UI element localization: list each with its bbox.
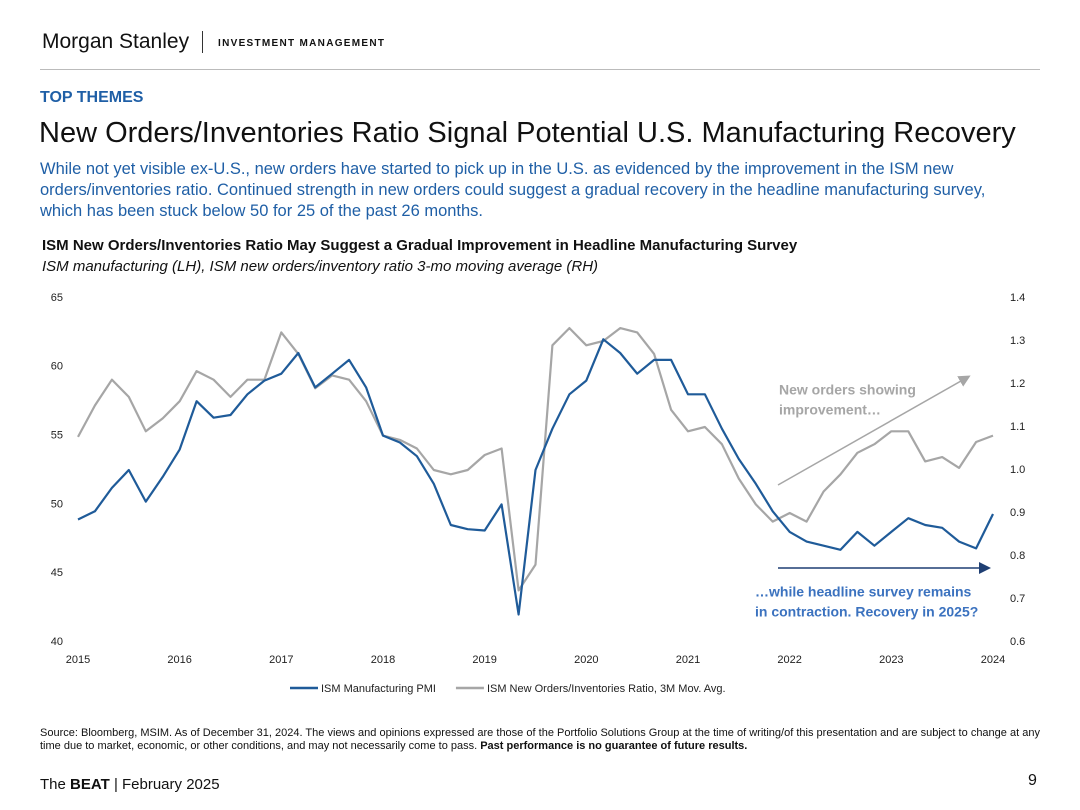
headline: New Orders/Inventories Ratio Signal Pote… <box>39 117 1016 149</box>
x-tick-label: 2015 <box>66 654 90 666</box>
publication: The BEAT | February 2025 <box>40 776 220 793</box>
x-tick-label: 2021 <box>676 654 700 666</box>
pub-suffix: | February 2025 <box>113 776 220 793</box>
y2-tick-label: 0.8 <box>1010 550 1025 562</box>
annotation: improvement… <box>779 402 881 418</box>
y-tick-label: 45 <box>51 567 63 579</box>
series-line <box>77 327 994 592</box>
legend-label: ISM Manufacturing PMI <box>321 683 436 695</box>
x-tick-label: 2019 <box>472 654 496 666</box>
source-text: Source: Bloomberg, MSIM. As of December … <box>40 727 1040 752</box>
y2-tick-label: 1.4 <box>1010 292 1025 304</box>
y-tick-label: 55 <box>51 430 63 442</box>
series-line <box>77 338 994 616</box>
divider <box>202 31 203 53</box>
brand: Morgan Stanley <box>42 30 190 53</box>
y2-tick-label: 1.1 <box>1010 421 1025 433</box>
y2-tick-label: 0.7 <box>1010 593 1025 605</box>
x-tick-label: 2023 <box>879 654 903 666</box>
pub-bold: BEAT <box>70 776 110 793</box>
y2-tick-label: 1.0 <box>1010 464 1025 476</box>
source: Source: Bloomberg, MSIM. As of December … <box>40 727 1040 753</box>
pub-prefix: The <box>40 776 66 793</box>
source-bold: Past performance is no guarantee of futu… <box>480 740 748 752</box>
y-tick-label: 60 <box>51 361 63 373</box>
division: INVESTMENT MANAGEMENT <box>218 38 386 49</box>
x-tick-label: 2020 <box>574 654 598 666</box>
x-tick-label: 2018 <box>371 654 395 666</box>
y-tick-label: 40 <box>51 636 63 648</box>
legend-label: ISM New Orders/Inventories Ratio, 3M Mov… <box>487 683 726 695</box>
section: TOP THEMES <box>40 89 144 106</box>
annotation: in contraction. Recovery in 2025? <box>755 604 978 620</box>
annotation: New orders showing <box>779 382 916 398</box>
page-number: 9 <box>1028 772 1037 789</box>
y2-tick-label: 0.9 <box>1010 507 1025 519</box>
y-tick-label: 65 <box>51 292 63 304</box>
x-tick-label: 2022 <box>777 654 801 666</box>
header-rule <box>40 69 1040 70</box>
y2-tick-label: 0.6 <box>1010 636 1025 648</box>
x-tick-label: 2017 <box>269 654 293 666</box>
summary: While not yet visible ex-U.S., new order… <box>40 160 986 220</box>
x-tick-label: 2024 <box>981 654 1005 666</box>
annotation-arrow <box>777 375 971 486</box>
y2-tick-label: 1.3 <box>1010 335 1025 347</box>
x-tick-label: 2016 <box>167 654 191 666</box>
chart-title: ISM New Orders/Inventories Ratio May Sug… <box>42 237 798 254</box>
y2-tick-label: 1.2 <box>1010 378 1025 390</box>
annotation: …while headline survey remains <box>755 584 972 600</box>
chart-subtitle: ISM manufacturing (LH), ISM new orders/i… <box>42 258 599 275</box>
y-tick-label: 50 <box>51 498 63 510</box>
